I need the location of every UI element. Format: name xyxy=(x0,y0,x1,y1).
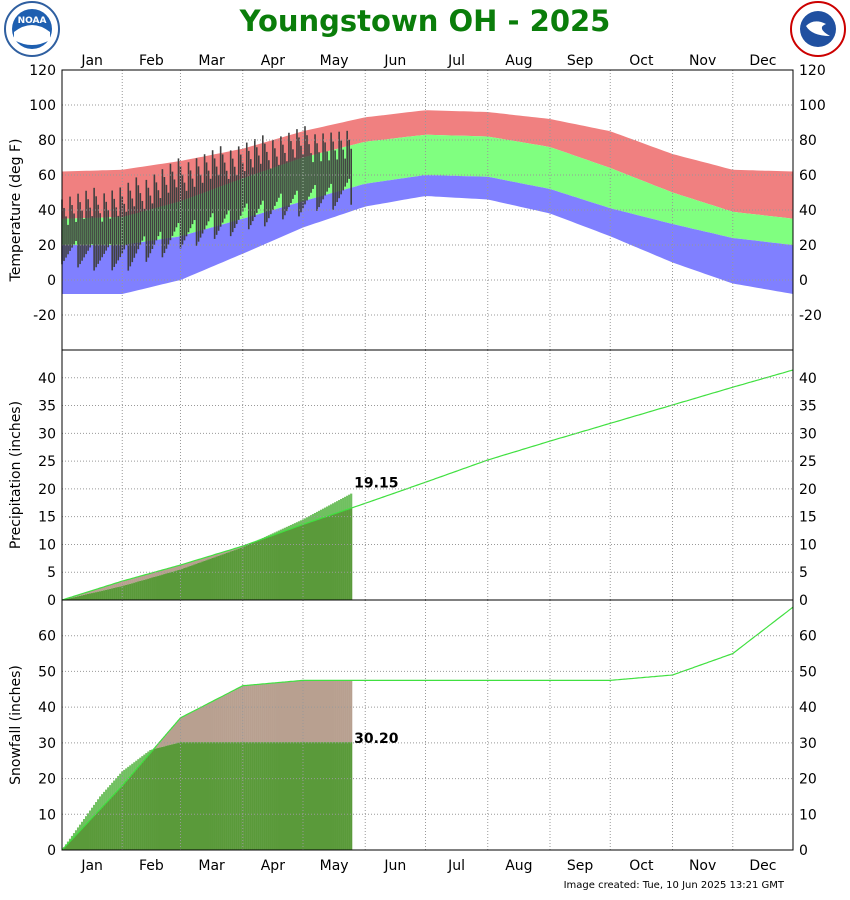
month-tick-top: Feb xyxy=(139,53,164,69)
month-tick-top: Jun xyxy=(383,53,406,69)
temp-ytick-right: 60 xyxy=(799,168,817,184)
snow-normal-line xyxy=(61,606,794,851)
month-tick-top: Nov xyxy=(689,53,716,69)
temp-ytick-right: 0 xyxy=(799,273,808,289)
snow-ytick-right: 10 xyxy=(799,807,817,823)
nws-logo xyxy=(790,1,846,57)
temp-ytick-right: 100 xyxy=(799,98,826,114)
snow-ytick-right: 60 xyxy=(799,629,817,645)
month-tick-bottom: Nov xyxy=(689,858,716,874)
temp-ytick-left: -20 xyxy=(33,308,56,324)
snow-ytick-right: 30 xyxy=(799,736,817,752)
precip-ytick-left: 30 xyxy=(38,426,56,442)
chart-title: Youngstown OH - 2025 xyxy=(239,4,611,38)
snow-ytick-right: 0 xyxy=(799,843,808,859)
snow-ytick-left: 40 xyxy=(38,700,56,716)
month-tick-bottom: Sep xyxy=(567,858,594,874)
temp-ytick-right: 120 xyxy=(799,63,826,79)
precip-ytick-left: 15 xyxy=(38,510,56,526)
month-tick-top: Jul xyxy=(447,53,465,69)
precip-ytick-right: 25 xyxy=(799,454,817,470)
month-tick-bottom: Dec xyxy=(749,858,776,874)
month-tick-bottom: Jan xyxy=(80,858,103,874)
month-tick-bottom: Jul xyxy=(447,858,465,874)
snow-total-label: 30.20 xyxy=(354,731,399,747)
precip-ytick-left: 25 xyxy=(38,454,56,470)
noaa-logo: NOAA xyxy=(4,1,60,57)
precip-ylabel: Precipitation (inches) xyxy=(8,401,24,549)
month-tick-bottom: Mar xyxy=(198,858,225,874)
month-tick-top: May xyxy=(320,53,349,69)
temp-ytick-right: -20 xyxy=(799,308,822,324)
temp-ylabel: Temperature (deg F) xyxy=(8,139,24,283)
image-created-text: Image created: Tue, 10 Jun 2025 13:21 GM… xyxy=(563,880,784,891)
temp-ytick-right: 20 xyxy=(799,238,817,254)
temp-ytick-right: 40 xyxy=(799,203,817,219)
snow-ytick-right: 20 xyxy=(799,772,817,788)
precip-ytick-left: 40 xyxy=(38,371,56,387)
snow-ytick-left: 0 xyxy=(47,843,56,859)
snow-ytick-right: 50 xyxy=(799,664,817,680)
precip-ytick-left: 35 xyxy=(38,399,56,415)
snow-ytick-left: 10 xyxy=(38,807,56,823)
temp-ytick-left: 0 xyxy=(47,273,56,289)
precip-ytick-right: 10 xyxy=(799,537,817,553)
month-tick-bottom: Apr xyxy=(261,858,285,874)
month-tick-top: Jan xyxy=(80,53,103,69)
snow-ytick-right: 40 xyxy=(799,700,817,716)
precip-ytick-left: 0 xyxy=(47,593,56,609)
precip-ytick-right: 5 xyxy=(799,565,808,581)
precip-ytick-right: 0 xyxy=(799,593,808,609)
temp-ytick-left: 20 xyxy=(38,238,56,254)
month-tick-top: Dec xyxy=(749,53,776,69)
temp-ytick-left: 120 xyxy=(29,63,56,79)
month-tick-top: Oct xyxy=(629,53,654,69)
snow-ytick-left: 30 xyxy=(38,736,56,752)
precip-ytick-right: 15 xyxy=(799,510,817,526)
month-tick-bottom: Feb xyxy=(139,858,164,874)
panel-frame-1 xyxy=(61,349,794,601)
month-tick-bottom: Oct xyxy=(629,858,654,874)
snow-ytick-left: 20 xyxy=(38,772,56,788)
month-tick-top: Mar xyxy=(198,53,225,69)
precip-ytick-left: 5 xyxy=(47,565,56,581)
record-high-band xyxy=(62,110,793,219)
temp-ytick-right: 80 xyxy=(799,133,817,149)
precip-ytick-right: 40 xyxy=(799,371,817,387)
svg-text:NOAA: NOAA xyxy=(18,16,47,26)
month-tick-bottom: May xyxy=(320,858,349,874)
precip-ytick-left: 20 xyxy=(38,482,56,498)
month-tick-bottom: Aug xyxy=(505,858,532,874)
precip-ytick-right: 20 xyxy=(799,482,817,498)
precip-normal-line xyxy=(61,369,794,601)
normal-temp-band xyxy=(62,134,793,245)
snow-ytick-left: 50 xyxy=(38,664,56,680)
record-low-band xyxy=(62,175,793,294)
month-tick-top: Aug xyxy=(505,53,532,69)
temp-ytick-left: 80 xyxy=(38,133,56,149)
panel-frame-2 xyxy=(61,599,794,851)
temp-ytick-left: 60 xyxy=(38,168,56,184)
temp-ytick-left: 100 xyxy=(29,98,56,114)
precip-ytick-right: 30 xyxy=(799,426,817,442)
snow-ylabel: Snowfall (inches) xyxy=(8,665,24,785)
snow-ytick-left: 60 xyxy=(38,629,56,645)
precip-ytick-left: 10 xyxy=(38,537,56,553)
month-tick-top: Apr xyxy=(261,53,285,69)
precip-total-label: 19.15 xyxy=(354,476,398,492)
precip-ytick-right: 35 xyxy=(799,399,817,415)
month-tick-bottom: Jun xyxy=(383,858,406,874)
month-tick-top: Sep xyxy=(567,53,594,69)
temp-ytick-left: 40 xyxy=(38,203,56,219)
